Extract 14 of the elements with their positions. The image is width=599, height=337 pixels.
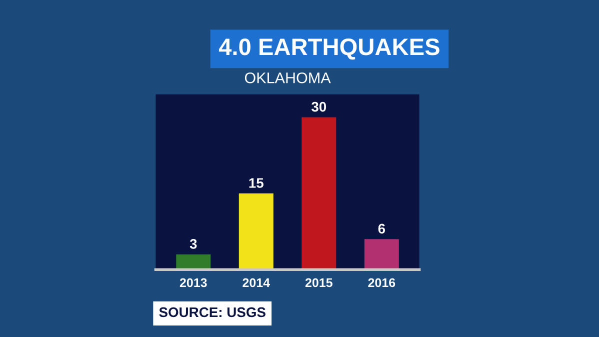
x-tick-label: 2013 bbox=[180, 278, 207, 288]
x-tick-label: 2014 bbox=[242, 278, 270, 288]
data-label: 3 bbox=[190, 239, 197, 249]
data-label: 6 bbox=[378, 224, 386, 234]
x-tick-label: 2015 bbox=[305, 278, 332, 288]
bar bbox=[238, 193, 274, 270]
data-label: 15 bbox=[249, 178, 264, 188]
x-tick-label: 2016 bbox=[368, 278, 396, 288]
data-label: 30 bbox=[311, 102, 326, 112]
chart-title: 4.0 EARTHQUAKES bbox=[218, 38, 440, 60]
source-note: SOURCE: USGS bbox=[159, 307, 266, 318]
bar bbox=[302, 117, 336, 270]
chart-subtitle: OKLAHOMA bbox=[244, 72, 331, 84]
bar bbox=[364, 239, 399, 270]
